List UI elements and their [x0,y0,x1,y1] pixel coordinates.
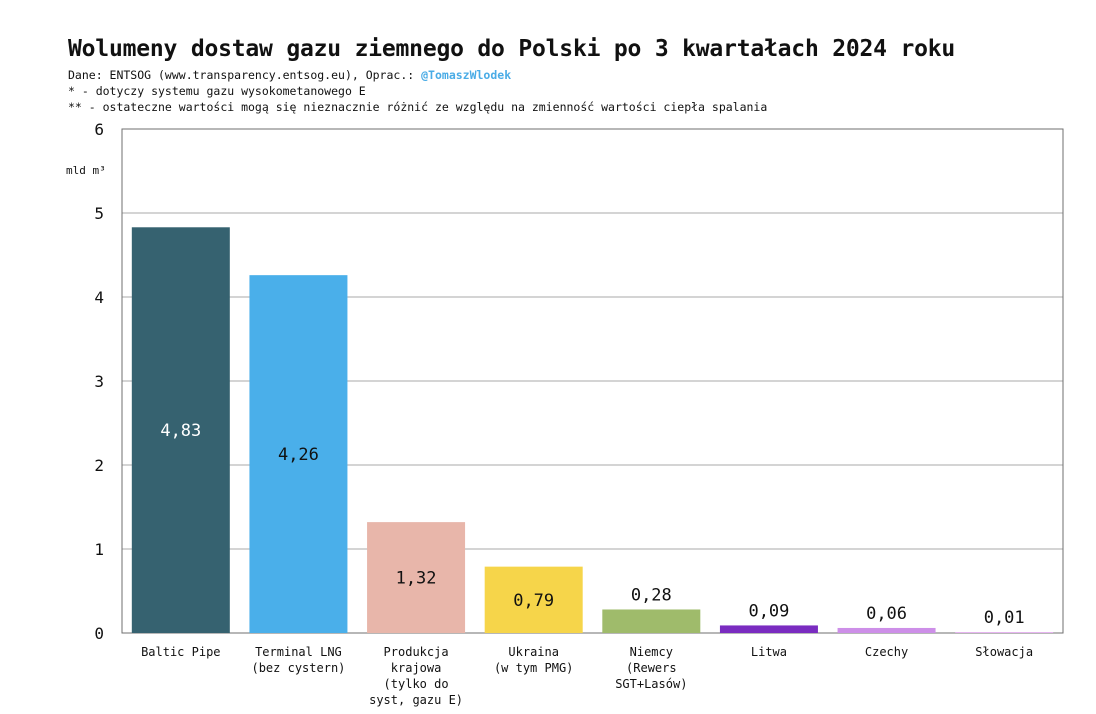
author-handle[interactable]: @TomaszWlodek [421,68,512,82]
bar [249,275,348,633]
data-label: 4,83 [160,421,201,441]
data-label: 0,79 [513,591,554,611]
y-axis-unit-label: mld m³ [66,164,106,177]
data-label: 0,28 [631,585,672,605]
y-tick-label: 4 [94,288,104,307]
y-tick-label: 3 [94,372,104,391]
data-label: 0,06 [866,604,907,624]
source-note: Dane: ENTSOG (www.transparency.entsog.eu… [68,68,511,82]
x-tick-label: Czechy [865,645,908,659]
x-tick-label: (Rewers [626,661,677,675]
y-tick-label: 5 [94,204,104,223]
chart-title: Wolumeny dostaw gazu ziemnego do Polski … [68,36,956,62]
x-tick-label: (bez cystern) [251,661,345,675]
bar [484,566,583,633]
x-tick-label: Baltic Pipe [141,645,220,659]
y-tick-label: 0 [94,624,104,643]
footnote-2: ** - ostateczne wartości mogą się niezna… [68,100,768,114]
data-label: 4,26 [278,445,319,465]
x-tick-label: Terminal LNG [255,645,342,659]
bar [602,609,701,633]
data-label: 0,01 [984,608,1025,628]
x-tick-label: Niemcy [630,645,673,659]
plot-frame [121,128,1064,634]
x-tick-label: Słowacja [975,645,1033,659]
source-text: Dane: ENTSOG (www.transparency.entsog.eu… [68,68,415,82]
x-tick-label: Produkcja [384,645,449,659]
y-tick-label: 1 [94,540,104,559]
x-tick-label: SGT+Lasów) [615,677,687,691]
x-tick-label: krajowa [391,661,442,675]
y-tick-label: 2 [94,456,104,475]
bar [955,632,1054,633]
bar [837,627,936,633]
bar [131,227,230,633]
data-label: 0,09 [748,601,789,621]
footnote-1: * - dotyczy systemu gazu wysokometanoweg… [68,84,366,98]
x-tick-label: (tylko do [384,677,449,691]
x-tick-label: Ukraina [508,645,559,659]
y-tick-label: 6 [94,120,104,139]
x-tick-label: (w tym PMG) [494,661,573,675]
bar [367,522,466,633]
bar [719,625,818,633]
data-label: 1,32 [396,569,437,589]
x-tick-label: syst, gazu E) [369,693,463,707]
x-tick-label: Litwa [751,645,787,659]
